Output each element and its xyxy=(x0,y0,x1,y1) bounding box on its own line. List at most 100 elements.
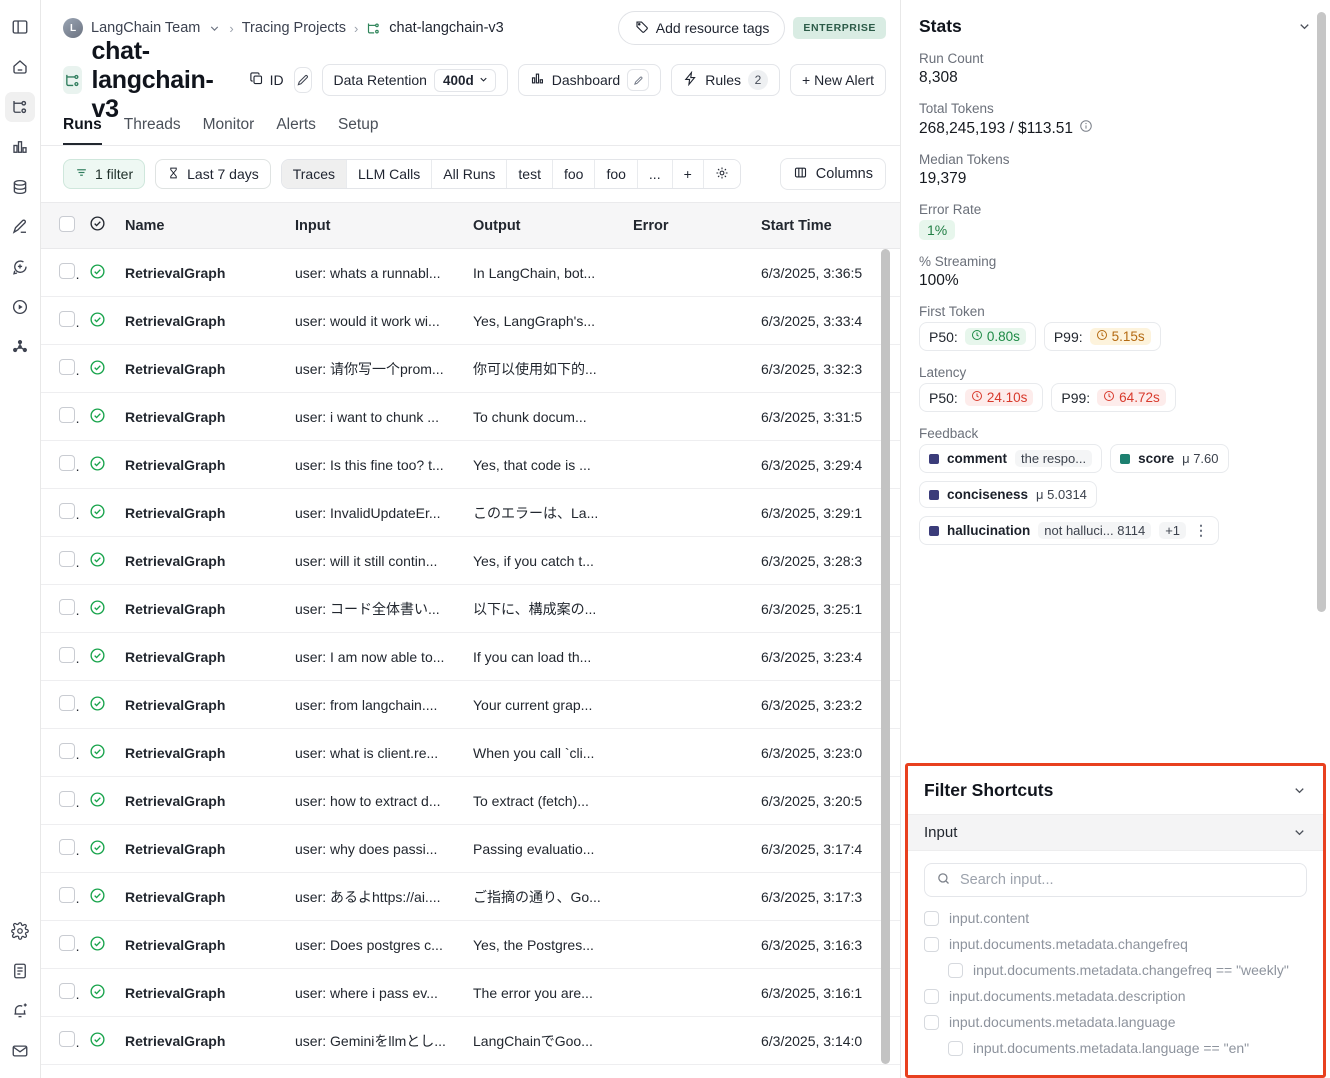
table-row[interactable]: RetrievalGraph user: what is client.re...… xyxy=(41,728,900,777)
org-avatar[interactable]: L xyxy=(63,18,83,38)
row-checkbox[interactable] xyxy=(59,983,75,999)
search-input[interactable] xyxy=(960,872,1295,888)
section-collapse-chevron-icon[interactable] xyxy=(1292,825,1307,840)
table-row[interactable]: RetrievalGraph user: I am now able to... I… xyxy=(41,632,900,681)
filter-shortcut-option[interactable]: input.documents.metadata.description xyxy=(924,983,1307,1009)
feedback-hallucination[interactable]: hallucination not halluci... 8114 +1 ⋮ xyxy=(919,516,1220,545)
deployments-icon[interactable] xyxy=(5,332,35,362)
feedback-more-count[interactable]: +1 xyxy=(1159,522,1187,539)
row-checkbox[interactable] xyxy=(59,1031,75,1047)
edit-dashboard-icon[interactable] xyxy=(627,69,650,91)
segment-foo-1[interactable]: foo xyxy=(552,160,596,188)
column-header-start-time[interactable]: Start Time xyxy=(753,203,900,249)
segment-llm-calls[interactable]: LLM Calls xyxy=(347,160,433,188)
row-checkbox[interactable] xyxy=(59,503,75,519)
datasets-icon[interactable] xyxy=(5,172,35,202)
row-checkbox[interactable] xyxy=(59,839,75,855)
segment-foo-2[interactable]: foo xyxy=(595,160,638,188)
filter-shortcut-checkbox[interactable] xyxy=(924,910,939,926)
column-header-input[interactable]: Input xyxy=(287,203,465,249)
row-checkbox[interactable] xyxy=(59,455,75,471)
feedback-kebab-icon[interactable]: ⋮ xyxy=(1194,522,1210,538)
filter-count-chip[interactable]: 1 filter xyxy=(63,159,146,189)
filter-shortcut-option[interactable]: input.documents.metadata.language xyxy=(924,1009,1307,1035)
docs-icon[interactable] xyxy=(5,958,35,988)
tab-runs[interactable]: Runs xyxy=(63,116,102,145)
tab-setup[interactable]: Setup xyxy=(337,116,379,133)
segment-settings[interactable] xyxy=(703,160,740,188)
table-row[interactable]: RetrievalGraph user: i want to chunk ... T… xyxy=(41,392,900,441)
breadcrumb-org[interactable]: LangChain Team xyxy=(91,20,201,36)
filter-shortcut-checkbox[interactable] xyxy=(948,962,963,978)
row-checkbox[interactable] xyxy=(59,743,75,759)
playground-icon[interactable] xyxy=(5,292,35,322)
prompts-icon[interactable] xyxy=(5,252,35,282)
filter-shortcuts-section-input[interactable]: Input xyxy=(908,814,1323,851)
table-row[interactable]: RetrievalGraph user: Is this fine too? t.… xyxy=(41,440,900,489)
chevron-down-icon[interactable] xyxy=(208,22,221,35)
row-checkbox[interactable] xyxy=(59,407,75,423)
tab-monitor[interactable]: Monitor xyxy=(202,116,255,133)
row-checkbox[interactable] xyxy=(59,935,75,951)
table-row[interactable]: RetrievalGraph user: InvalidUpdateEr... この… xyxy=(41,488,900,537)
stats-collapse-chevron-icon[interactable] xyxy=(1297,19,1312,34)
columns-button[interactable]: Columns xyxy=(779,158,886,190)
segment-test[interactable]: test xyxy=(507,160,553,188)
tab-alerts[interactable]: Alerts xyxy=(276,116,316,133)
table-vertical-scrollbar[interactable] xyxy=(881,249,890,1064)
table-row[interactable]: RetrievalGraph user: whats a runnabl... In… xyxy=(41,248,900,297)
filter-shortcut-option[interactable]: input.documents.metadata.changefreq == "… xyxy=(924,957,1307,983)
table-row[interactable]: RetrievalGraph user: would it work wi... Y… xyxy=(41,296,900,345)
breadcrumb-section[interactable]: Tracing Projects xyxy=(241,20,346,36)
row-checkbox[interactable] xyxy=(59,359,75,375)
filter-shortcut-option[interactable]: input.documents.metadata.language == "en… xyxy=(924,1035,1307,1061)
feedback-conciseness[interactable]: conciseness μ 5.0314 xyxy=(919,481,1097,508)
annotation-icon[interactable] xyxy=(5,212,35,242)
tab-threads[interactable]: Threads xyxy=(123,116,181,133)
right-panel-scrollbar[interactable] xyxy=(1317,12,1326,612)
new-alert-button[interactable]: + New Alert xyxy=(790,64,886,96)
breadcrumb-project[interactable]: chat-langchain-v3 xyxy=(389,20,504,36)
info-icon[interactable] xyxy=(1079,119,1093,138)
table-row[interactable]: RetrievalGraph user: will it still contin… xyxy=(41,536,900,585)
table-row[interactable]: RetrievalGraph user: Geminiをllmとし... LangC… xyxy=(41,1016,900,1065)
table-row[interactable]: RetrievalGraph user: 请你写一个prom... 你可以使用如下的… xyxy=(41,344,900,393)
filter-shortcut-checkbox[interactable] xyxy=(948,1040,963,1056)
settings-gear-icon[interactable] xyxy=(5,918,35,948)
filter-shortcut-option[interactable]: input.content xyxy=(924,905,1307,931)
table-row[interactable]: RetrievalGraph user: why does passi... Pas… xyxy=(41,824,900,873)
edit-id-button[interactable] xyxy=(293,67,312,93)
select-all-checkbox[interactable] xyxy=(59,215,75,232)
segment-add-view[interactable]: + xyxy=(672,160,704,188)
add-resource-tags-button[interactable]: Add resource tags xyxy=(617,11,786,45)
table-row[interactable]: RetrievalGraph user: Does postgres c... Ye… xyxy=(41,920,900,969)
segment-all-runs[interactable]: All Runs xyxy=(432,160,508,188)
row-checkbox[interactable] xyxy=(59,599,75,615)
home-icon[interactable] xyxy=(5,52,35,82)
row-checkbox[interactable] xyxy=(59,647,75,663)
table-row[interactable]: RetrievalGraph user: from langchain.... Yo… xyxy=(41,680,900,729)
row-checkbox[interactable] xyxy=(59,311,75,327)
copy-id-button[interactable]: ID xyxy=(249,71,284,89)
table-row[interactable]: RetrievalGraph user: where i pass ev... Th… xyxy=(41,968,900,1017)
feedback-comment[interactable]: comment the respo... xyxy=(919,444,1103,473)
column-header-output[interactable]: Output xyxy=(465,203,625,249)
filter-shortcuts-collapse-chevron-icon[interactable] xyxy=(1292,783,1307,798)
table-row[interactable]: RetrievalGraph user: コード全体書い... 以下に、構成案の..… xyxy=(41,584,900,633)
row-checkbox[interactable] xyxy=(59,263,75,279)
data-retention-button[interactable]: Data Retention 400d xyxy=(321,64,508,96)
table-row[interactable]: RetrievalGraph user: how to extract d... T… xyxy=(41,776,900,825)
filter-shortcut-checkbox[interactable] xyxy=(924,988,939,1004)
table-row[interactable]: RetrievalGraph user: あるよhttps://ai.... ご指摘… xyxy=(41,872,900,921)
tracing-projects-icon[interactable] xyxy=(5,92,35,122)
mail-icon[interactable] xyxy=(5,1038,35,1068)
rules-button[interactable]: Rules 2 xyxy=(671,64,781,96)
panel-toggle-icon[interactable] xyxy=(5,12,35,42)
dashboards-icon[interactable] xyxy=(5,132,35,162)
row-checkbox[interactable] xyxy=(59,791,75,807)
filter-shortcut-option[interactable]: input.documents.metadata.changefreq xyxy=(924,931,1307,957)
filter-shortcut-checkbox[interactable] xyxy=(924,936,939,952)
segment-traces[interactable]: Traces xyxy=(281,160,348,188)
notifications-icon[interactable] xyxy=(5,998,35,1028)
column-header-error[interactable]: Error xyxy=(625,203,753,249)
